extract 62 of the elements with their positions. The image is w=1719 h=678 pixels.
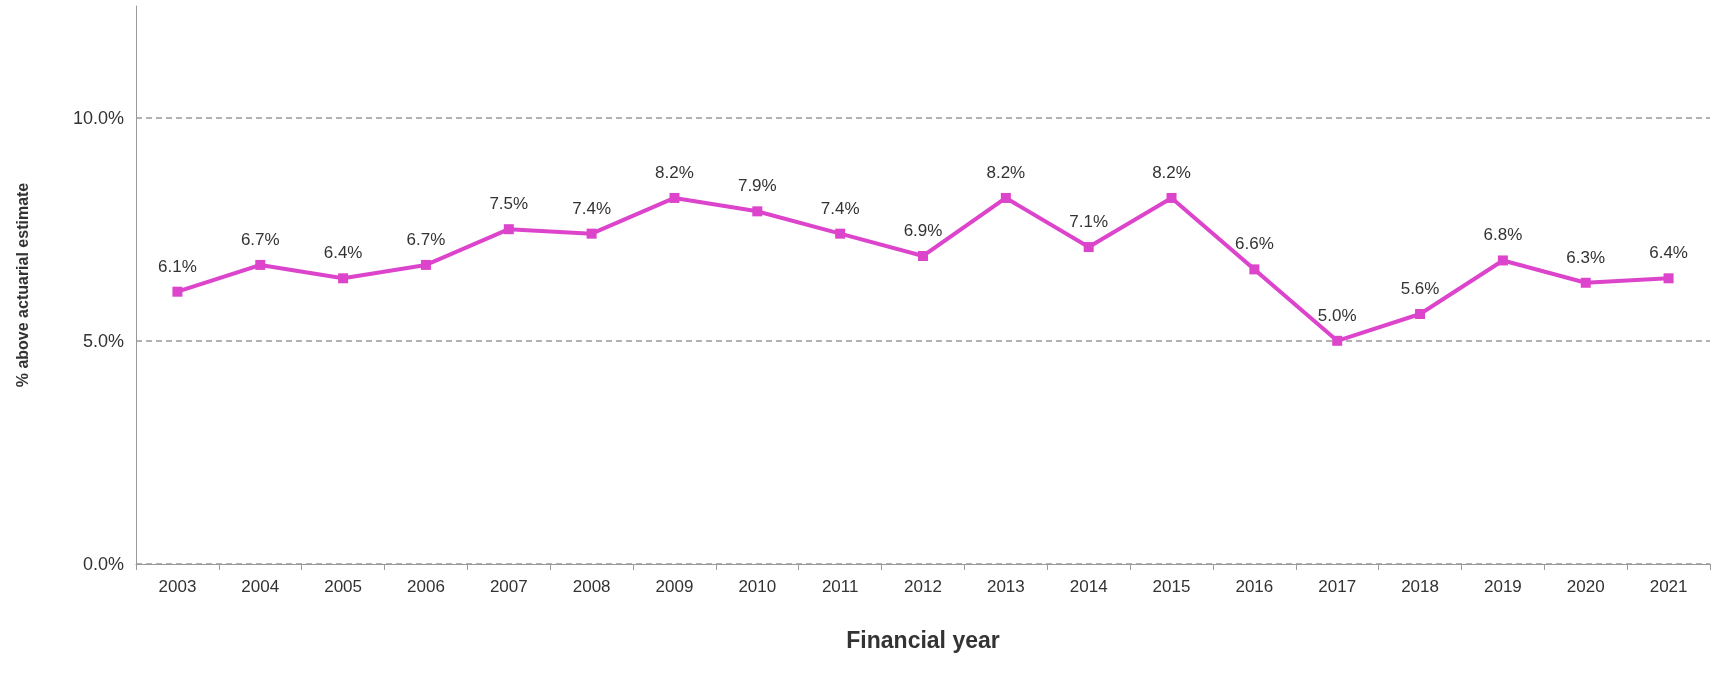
- data-label: 7.4%: [820, 198, 860, 218]
- data-label: 7.5%: [489, 194, 529, 214]
- x-tick-label: 2011: [821, 577, 859, 596]
- x-tick-label: 2019: [1483, 577, 1522, 596]
- x-tick-label: 2021: [1649, 577, 1688, 596]
- data-label: 6.4%: [323, 243, 363, 263]
- data-label: 6.9%: [903, 220, 943, 240]
- data-label: 6.8%: [1483, 225, 1523, 245]
- data-label: 6.6%: [1234, 234, 1274, 254]
- x-tick-label: 2003: [158, 577, 197, 596]
- point: [255, 259, 266, 270]
- y-axis-title: % above actuarial estimate: [13, 182, 31, 388]
- point: [1415, 309, 1426, 320]
- point: [1663, 273, 1674, 284]
- data-label: 5.6%: [1400, 279, 1440, 299]
- x-tick-label: 2012: [904, 577, 942, 596]
- point: [1580, 277, 1591, 288]
- x-tick-label: 2008: [572, 577, 611, 596]
- point: [586, 228, 597, 239]
- x-tick-label: 2004: [241, 577, 280, 596]
- point: [1497, 255, 1508, 266]
- y-tick-label: 0.0%: [82, 554, 124, 574]
- point: [1166, 192, 1177, 203]
- data-label: 6.3%: [1566, 247, 1606, 267]
- x-tick-label: 2014: [1069, 577, 1108, 596]
- point: [669, 192, 680, 203]
- x-tick-label: 2016: [1235, 577, 1274, 596]
- data-label: 7.4%: [572, 198, 612, 218]
- x-tick-label: 2015: [1152, 577, 1191, 596]
- point: [503, 224, 514, 235]
- x-tick-label: 2010: [738, 577, 777, 596]
- y-tick-label: 10.0%: [72, 107, 124, 128]
- point: [1000, 192, 1011, 203]
- x-tick-label: 2005: [324, 577, 363, 596]
- data-label: 5.0%: [1317, 305, 1357, 325]
- x-tick-label: 2017: [1318, 577, 1357, 596]
- x-tick-label: 2007: [489, 577, 528, 596]
- x-axis-title: Financial year: [846, 626, 1000, 653]
- x-tick-label: 2018: [1401, 577, 1439, 596]
- x-tick-label: 2009: [655, 577, 694, 596]
- data-label: 8.2%: [1152, 162, 1191, 182]
- y-tick-label: 5.0%: [82, 330, 124, 351]
- data-label: 8.2%: [655, 162, 694, 182]
- data-label: 7.9%: [737, 176, 777, 196]
- data-label: 6.7%: [406, 229, 446, 249]
- point: [1249, 264, 1260, 275]
- data-label: 7.1%: [1069, 212, 1109, 232]
- point: [420, 259, 431, 270]
- point: [338, 273, 349, 284]
- point: [918, 250, 928, 261]
- data-label: 6.4%: [1649, 243, 1688, 263]
- data-label: 6.1%: [158, 256, 197, 276]
- x-tick-label: 2020: [1566, 577, 1605, 596]
- point: [1083, 242, 1094, 253]
- x-tick-label: 2006: [407, 577, 445, 596]
- point: [752, 206, 763, 217]
- point: [835, 228, 846, 239]
- data-label: 6.7%: [240, 229, 280, 249]
- x-tick-label: 2013: [986, 577, 1025, 596]
- point: [1332, 335, 1343, 346]
- point: [172, 286, 183, 297]
- data-label: 8.2%: [986, 162, 1026, 182]
